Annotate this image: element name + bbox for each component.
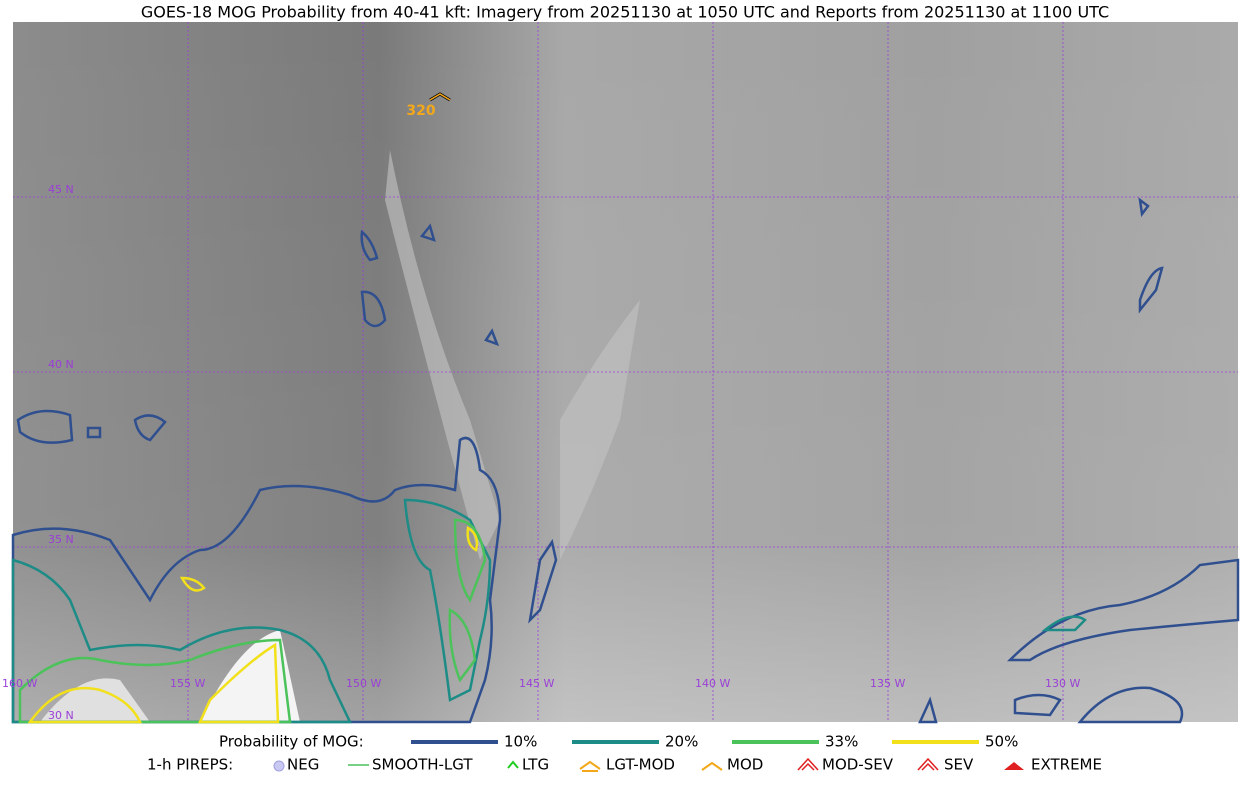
legend-entry: 10%: [504, 733, 537, 751]
legend-title: 1-h PIREPS:: [147, 756, 233, 774]
grid-labels: 45 N 40 N 35 N 30 N 160 W 155 W 150 W 14…: [2, 183, 1080, 722]
lon-label: 130 W: [1045, 677, 1080, 690]
contours: [11, 197, 1240, 724]
legend-entry: LTG: [522, 756, 549, 774]
legend-entry: LGT-MOD: [606, 756, 675, 774]
legend-entry: MOD: [727, 756, 763, 774]
legend-entry: EXTREME: [1031, 756, 1102, 774]
legend-entry: 33%: [825, 733, 858, 751]
legend-entry: 20%: [665, 733, 698, 751]
legend-entry: SMOOTH-LGT: [372, 756, 473, 774]
pirep-marker: 320: [406, 92, 451, 119]
lon-label: 160 W: [2, 677, 37, 690]
lon-label: 145 W: [519, 677, 554, 690]
legend-entry: SEV: [944, 756, 974, 774]
lon-label: 135 W: [870, 677, 905, 690]
legend-entry: MOD-SEV: [822, 756, 894, 774]
lat-label: 30 N: [48, 709, 74, 722]
graticule: [13, 22, 1238, 722]
lat-label: 35 N: [48, 533, 74, 546]
legend-title: Probability of MOG:: [219, 733, 364, 751]
lon-label: 155 W: [170, 677, 205, 690]
pirep-altitude: 320: [406, 103, 435, 119]
legend: Probability of MOG: 10% 20% 33% 50% 1-h …: [147, 733, 1102, 774]
lon-label: 140 W: [695, 677, 730, 690]
legend-entry: NEG: [287, 756, 319, 774]
lat-label: 40 N: [48, 358, 74, 371]
legend-entry: 50%: [985, 733, 1018, 751]
lon-label: 150 W: [346, 677, 381, 690]
title: GOES-18 MOG Probability from 40-41 kft: …: [141, 3, 1109, 22]
lat-label: 45 N: [48, 183, 74, 196]
